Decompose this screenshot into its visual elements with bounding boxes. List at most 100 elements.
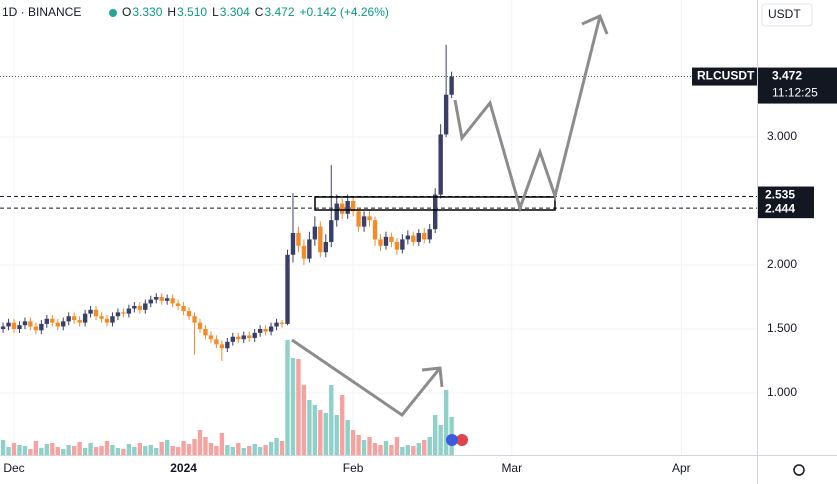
volume-bar: [115, 448, 121, 455]
candle-body: [394, 241, 400, 250]
settings-icon[interactable]: [793, 464, 805, 476]
volume-bar: [50, 443, 55, 455]
candle-body: [334, 203, 339, 221]
volume-bar: [143, 446, 148, 455]
volume-pane: [0, 340, 454, 455]
candle-body: [33, 326, 39, 331]
candle-body: [443, 94, 449, 135]
ohlc-label: L: [212, 5, 219, 19]
volume-bar: [110, 445, 115, 455]
volume-bar: [323, 413, 328, 455]
candle-body: [121, 312, 126, 314]
y-tick-label: 2.000: [767, 257, 797, 271]
candle-body: [192, 316, 197, 323]
event-icon[interactable]: [446, 434, 458, 446]
status-dot: [109, 9, 117, 17]
ohlc-header: O 3.330 H 3.510 L 3.304 C 3.472 +0.142 (+4.26%): [122, 5, 389, 19]
volume-bar: [236, 443, 241, 455]
candle-body: [132, 305, 137, 309]
level-label-box: [758, 200, 814, 219]
volume-bar: [55, 447, 60, 455]
currency-button[interactable]: [761, 3, 813, 27]
candle-body: [274, 322, 279, 327]
volume-bar: [159, 442, 164, 455]
x-tick-label: Apr: [672, 461, 691, 475]
candle-body: [400, 239, 405, 250]
candle-body: [432, 194, 438, 230]
volume-bar: [400, 447, 405, 455]
candle-body: [61, 321, 66, 327]
volume-bar: [181, 441, 186, 455]
volume-bar: [443, 390, 449, 455]
candle-body: [411, 235, 416, 242]
candle-body: [88, 309, 93, 314]
candle-body: [318, 226, 323, 253]
volume-bar: [438, 425, 443, 455]
candle-body: [181, 305, 186, 312]
candle-body: [175, 303, 181, 306]
candle-body: [214, 339, 219, 345]
ohlc-label: C: [255, 5, 264, 19]
volume-bar: [61, 449, 66, 455]
candle-body: [126, 308, 132, 314]
volume-bar: [367, 437, 372, 455]
volume-bar: [82, 448, 88, 455]
change: +0.142 (+4.26%): [300, 5, 389, 19]
candle-body: [197, 322, 203, 330]
volume-bar: [307, 400, 312, 455]
candle-body: [208, 335, 214, 340]
candle-body: [378, 239, 383, 246]
candle-body: [6, 322, 11, 327]
ohlc-value: 3.304: [220, 5, 250, 19]
currency[interactable]: USDT: [768, 7, 801, 21]
candle-body: [115, 312, 121, 317]
volume-bar: [77, 442, 82, 455]
volume-bar: [279, 441, 285, 455]
volume-bar: [104, 441, 110, 455]
candle-body: [285, 254, 290, 324]
candle-body: [55, 322, 60, 327]
volume-bar: [6, 447, 11, 455]
candle-body: [356, 211, 361, 227]
countdown: 11:12:25: [772, 86, 818, 100]
volume-bar: [427, 437, 432, 455]
candle-body: [241, 335, 246, 340]
candle-body: [230, 336, 236, 342]
candle-body: [148, 299, 153, 304]
projection-arrowhead: [581, 13, 609, 35]
volume-bar: [214, 446, 219, 455]
volume-bar: [361, 440, 367, 455]
volume-bar: [11, 443, 17, 455]
candle-body: [345, 200, 350, 214]
x-tick-label: Mar: [501, 461, 522, 475]
volume-bar: [132, 447, 137, 455]
candle-body: [361, 216, 367, 227]
candle-body: [93, 309, 99, 317]
level-label: 2.444: [765, 201, 795, 215]
candle-body: [389, 236, 394, 242]
volume-arrow: [291, 338, 442, 418]
y-tick-label: 3.000: [767, 129, 797, 143]
volume-bar: [372, 443, 378, 455]
candle-body: [154, 297, 159, 300]
volume-bar: [312, 405, 318, 455]
candle-body: [82, 313, 88, 323]
candle-body: [416, 233, 421, 242]
volume-bar: [290, 358, 296, 455]
volume-bar: [274, 438, 279, 455]
volume-bar: [219, 433, 225, 455]
candle-body: [236, 336, 241, 340]
candle-body: [110, 316, 115, 323]
candle-body: [137, 305, 143, 310]
candle-body: [449, 76, 454, 95]
candle-body: [329, 220, 334, 242]
x-tick-label: Dec: [3, 461, 24, 475]
candle-body: [279, 322, 285, 324]
candle-body: [252, 332, 257, 338]
interval-exchange: 1D · BINANCE: [2, 5, 81, 19]
volume-bar: [39, 448, 44, 455]
symbol: RLCUSDT: [697, 69, 755, 83]
event-icon[interactable]: [456, 434, 468, 446]
level-label-box: [758, 186, 814, 205]
candle-body: [263, 329, 268, 332]
